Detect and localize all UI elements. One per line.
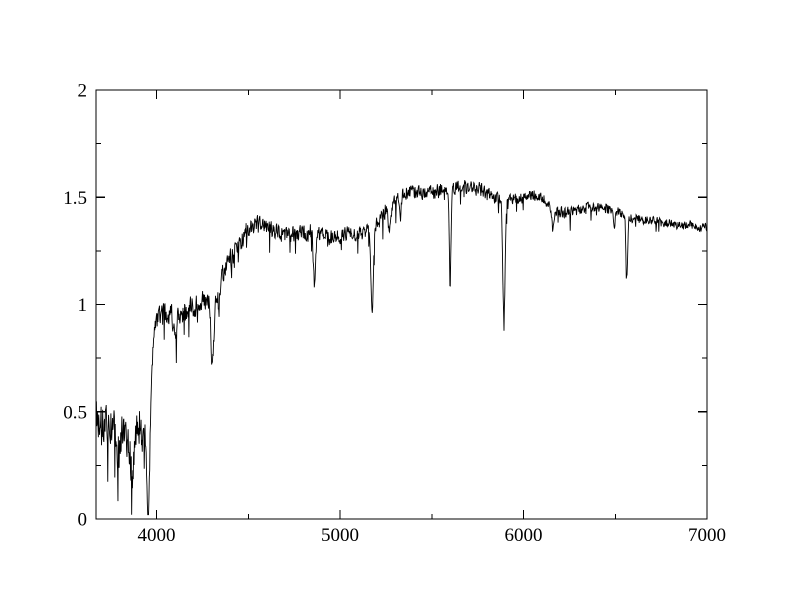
y-tick-label: 2 bbox=[78, 81, 88, 102]
y-tick-label: 1 bbox=[78, 295, 88, 316]
axis-frame bbox=[95, 89, 708, 520]
spectrum-line bbox=[96, 180, 707, 516]
x-tick-label: 7000 bbox=[688, 525, 726, 546]
x-tick-label: 4000 bbox=[138, 525, 176, 546]
x-tick-label: 6000 bbox=[505, 525, 543, 546]
y-tick-label: 1.5 bbox=[63, 188, 87, 209]
y-tick-label: 0.5 bbox=[63, 402, 87, 423]
y-tick-label: 0 bbox=[78, 510, 88, 531]
spectrum-trace-group bbox=[96, 180, 707, 516]
axis-ticks bbox=[96, 89, 708, 520]
x-tick-label: 5000 bbox=[321, 525, 359, 546]
axis-tick-labels: 4000 5000 6000 7000 0 0.5 1 1.5 2 bbox=[63, 81, 726, 547]
